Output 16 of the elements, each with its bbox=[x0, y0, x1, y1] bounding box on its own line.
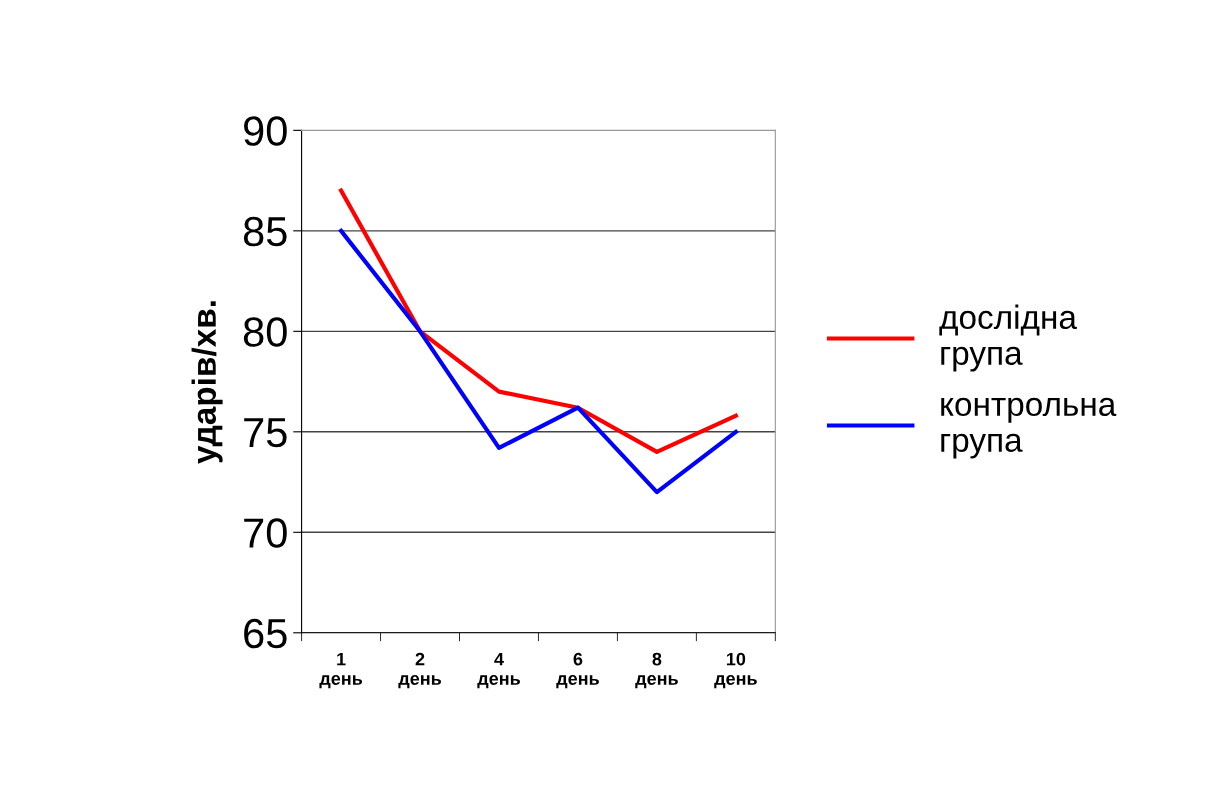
line-series bbox=[338, 228, 738, 495]
y-tick-label: 75 bbox=[244, 418, 287, 448]
x-tick-label: 8 день bbox=[635, 652, 678, 689]
y-tick-label: 65 bbox=[244, 618, 287, 649]
y-tick-label: 80 bbox=[243, 317, 287, 347]
x-tick-label: 4 день bbox=[477, 652, 520, 689]
y-axis-title: ударів/хв. bbox=[191, 301, 223, 464]
x-tick-label: 1 день bbox=[319, 652, 363, 689]
y-tick-label: 85 bbox=[243, 216, 287, 247]
x-tick-label: 6 день bbox=[556, 652, 599, 689]
x-tick-label: 10 день bbox=[714, 652, 757, 689]
x-tick-label: 2 день bbox=[398, 652, 442, 689]
y-tick-label: 90 bbox=[244, 116, 287, 146]
y-tick-label: 70 bbox=[244, 518, 287, 548]
legend-label: контрольна група bbox=[941, 397, 1117, 459]
line-series bbox=[338, 188, 738, 454]
